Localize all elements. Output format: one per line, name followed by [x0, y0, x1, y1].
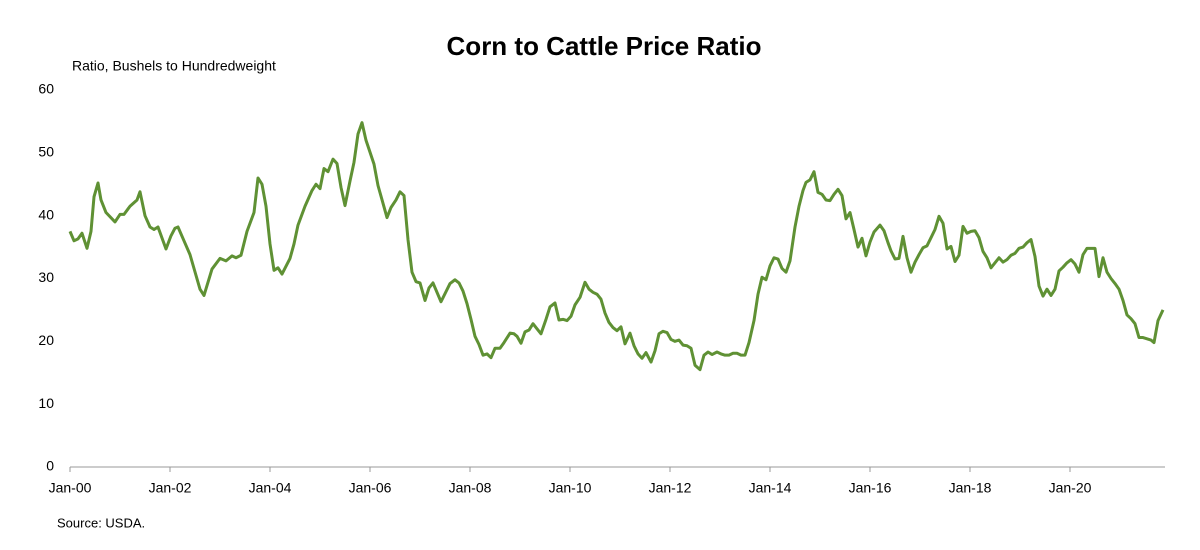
x-tick-label: Jan-16 — [849, 480, 892, 496]
x-tick-label: Jan-04 — [249, 480, 292, 496]
x-tick-label: Jan-06 — [349, 480, 392, 496]
x-tick-label: Jan-14 — [749, 480, 792, 496]
x-tick-label: Jan-10 — [549, 480, 592, 496]
x-tick-label: Jan-18 — [949, 480, 992, 496]
y-tick-label: 50 — [38, 144, 54, 160]
x-tick-label: Jan-20 — [1049, 480, 1092, 496]
y-axis-label: Ratio, Bushels to Hundredweight — [72, 58, 276, 74]
y-tick-label: 0 — [46, 458, 54, 474]
x-tick-label: Jan-08 — [449, 480, 492, 496]
y-tick-label: 60 — [38, 81, 54, 97]
source-note: Source: USDA. — [57, 515, 145, 530]
data-line — [68, 121, 1165, 372]
chart-title: Corn to Cattle Price Ratio — [447, 31, 762, 61]
x-tick-label: Jan-02 — [149, 480, 192, 496]
x-tick-label: Jan-12 — [649, 480, 692, 496]
y-tick-label: 20 — [38, 332, 54, 348]
x-tick-label: Jan-00 — [49, 480, 92, 496]
y-tick-label: 10 — [38, 395, 54, 411]
y-tick-label: 40 — [38, 206, 54, 222]
y-tick-label: 30 — [38, 269, 54, 285]
